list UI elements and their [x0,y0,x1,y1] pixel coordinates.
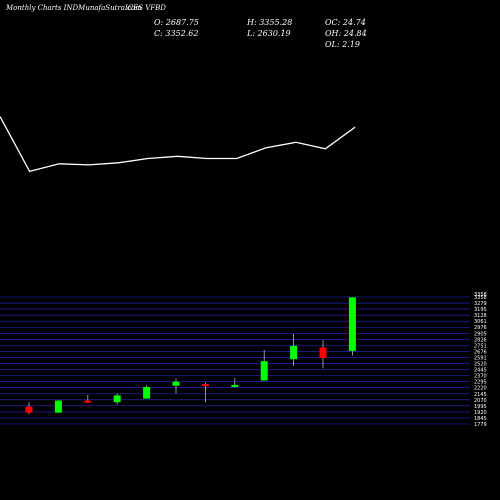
candle-body-down [201,384,209,387]
candle-body-up [54,400,62,413]
y-axis-ticks: 3358327931953128306129762905282627512676… [474,292,487,428]
high-value: H: 3355.28 [247,18,293,27]
candlestick-series [25,297,356,415]
y-tick-label: 2826 [474,337,487,343]
y-tick-label: 1920 [474,410,487,416]
y-tick-label: 2520 [474,362,487,368]
candle-body-up [172,381,180,386]
oc-value: OC: 24.74 [325,18,366,27]
low-value: L: 2630.19 [247,29,291,38]
open-value: O: 2687.75 [154,18,199,27]
y-tick-label: 2905 [474,331,487,337]
candle-body-up [113,395,121,403]
y-tick-label: 2145 [474,392,487,398]
candle-body-down [84,400,92,403]
ol-value: OL: 2.19 [325,40,360,49]
y-tick-label: 3279 [474,301,487,307]
y-tick-label: 3358 [474,295,487,301]
candle-body-down [25,406,33,413]
y-tick-label: 3195 [474,307,487,313]
trend-line [0,116,356,173]
candle-body-up [290,345,298,360]
y-tick-label: 2070 [474,398,487,404]
y-tick-label: 1845 [474,416,487,422]
price-grid [0,296,470,425]
y-tick-label: 2751 [474,343,487,349]
close-value: C: 3352.62 [154,29,199,38]
symbol-title: ICES VFBD [125,4,166,12]
y-tick-label: 3061 [474,319,487,325]
y-tick-label: 2976 [474,325,487,331]
candle-body-down [319,347,327,358]
y-tick-label: 2676 [474,349,487,355]
candle-body-up [231,384,239,387]
y-tick-label: 2370 [474,374,487,380]
line-overlay [0,116,356,173]
y-tick-label: 1779 [474,422,487,428]
y-tick-label: 2591 [474,355,487,361]
y-tick-label: 3128 [474,313,487,319]
site-title: Monthly Charts INDMunafaSutra.com [6,4,142,12]
y-tick-label: 2220 [474,386,487,392]
candle-body-up [260,361,268,381]
candle-body-up [348,297,356,351]
top-price-label: 3358 [474,292,487,298]
oh-value: OH: 24.84 [325,29,367,38]
candle-body-up [143,386,151,399]
y-tick-label: 1995 [474,404,487,410]
y-tick-label: 2295 [474,380,487,386]
y-tick-label: 2445 [474,368,487,374]
